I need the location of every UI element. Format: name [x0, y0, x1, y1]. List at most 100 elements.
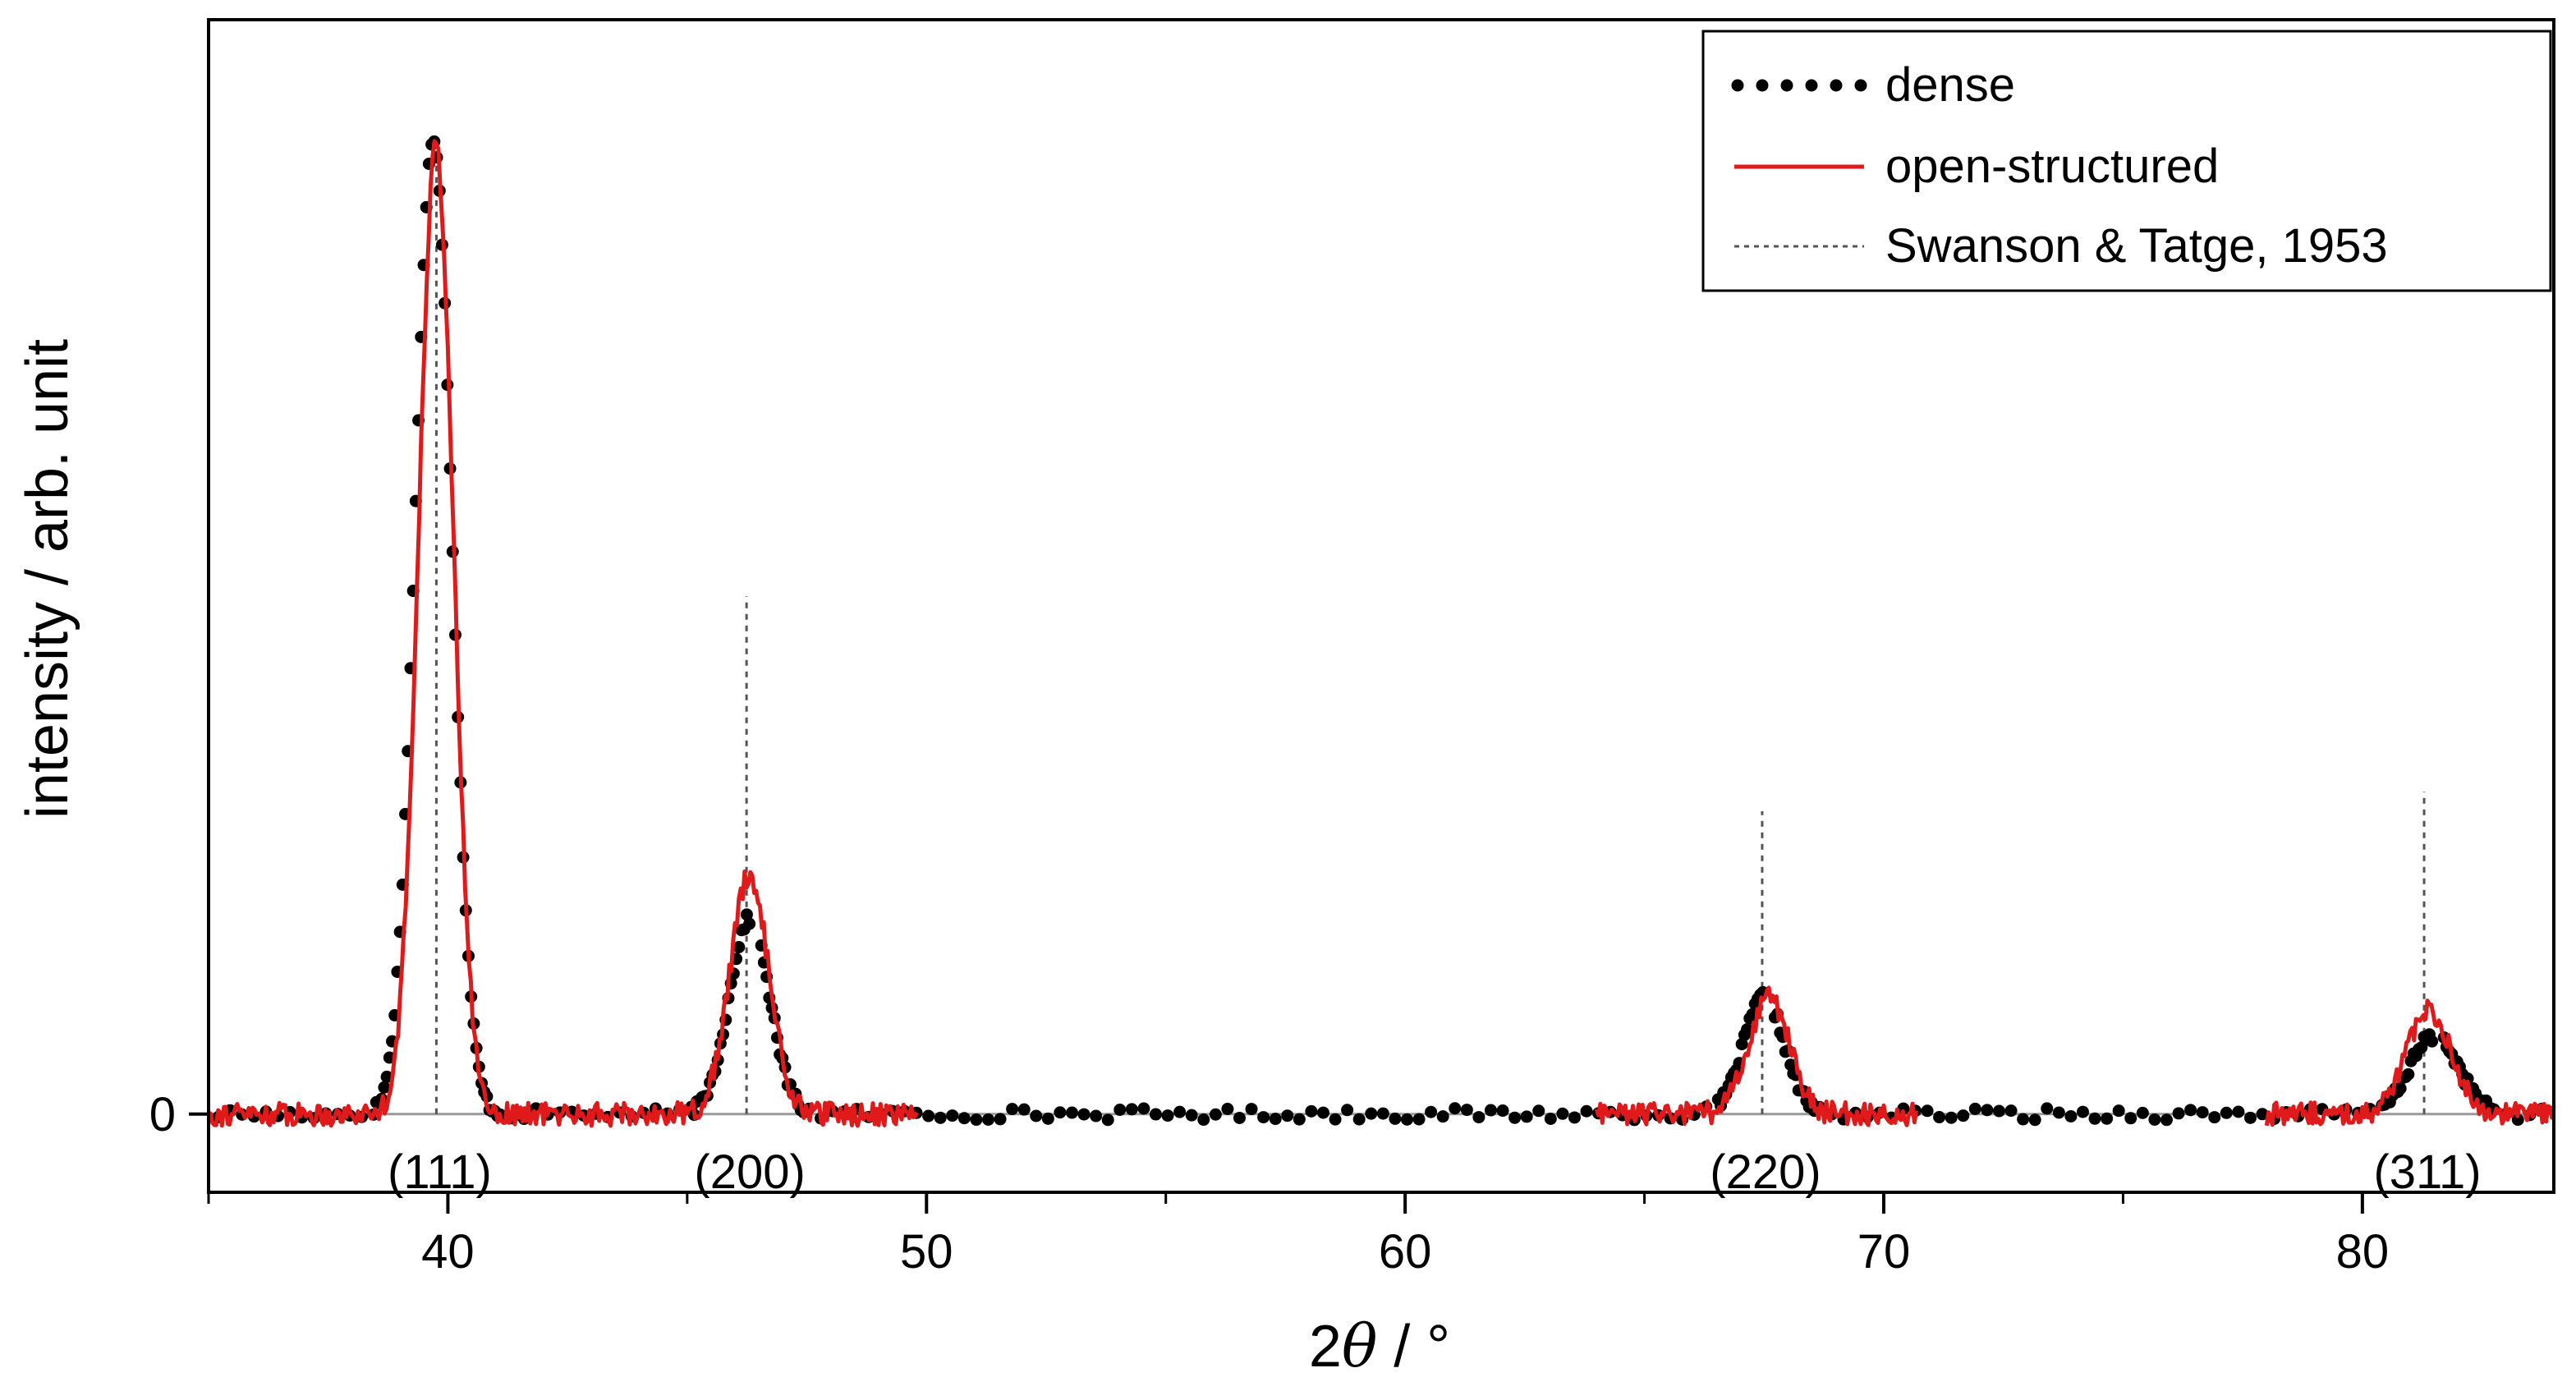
- dense-data-point: [2394, 1082, 2407, 1095]
- dense-data-point: [1376, 1107, 1389, 1120]
- dense-data-point: [2076, 1105, 2089, 1118]
- dense-data-point: [2243, 1111, 2257, 1124]
- dense-data-point: [1568, 1111, 1581, 1124]
- dense-data-point: [1389, 1112, 1402, 1125]
- dense-data-point: [1269, 1113, 1282, 1126]
- legend-item-reference: Swanson & Tatge, 1953: [1734, 219, 2388, 273]
- dense-data-point: [946, 1109, 959, 1122]
- dense-data-point: [1101, 1113, 1114, 1127]
- hkl-label: (111): [388, 1145, 492, 1199]
- dense-data-point: [1981, 1104, 1994, 1117]
- x-axis-title-symbol: θ: [1342, 1311, 1377, 1380]
- legend: dense open-structured Swanson & Tatge, 1…: [1701, 30, 2552, 292]
- dense-data-point: [1006, 1103, 1019, 1116]
- hkl-annotations: (111) (200) (220) (311): [388, 1145, 2482, 1199]
- dense-data-point: [1897, 1102, 1910, 1115]
- dense-data-point: [2196, 1106, 2209, 1119]
- dense-data-point: [1293, 1113, 1306, 1126]
- dense-data-point: [2232, 1105, 2245, 1118]
- dense-data-point: [1221, 1102, 1234, 1115]
- legend-dense-dot: [1805, 79, 1818, 92]
- dense-data-point: [1968, 1102, 1981, 1115]
- dense-data-point: [1341, 1104, 1354, 1117]
- reference-sticks: [434, 136, 2426, 1114]
- dense-data-point: [1436, 1110, 1449, 1123]
- dense-data-point: [1114, 1104, 1127, 1117]
- dense-data-point: [1209, 1108, 1222, 1121]
- dense-data-point: [1957, 1109, 1970, 1122]
- hkl-label: (200): [694, 1145, 805, 1199]
- dense-data-point: [743, 917, 756, 930]
- dense-data-point: [1054, 1106, 1067, 1119]
- dense-data-point: [934, 1111, 947, 1124]
- dense-data-point: [1945, 1111, 1958, 1124]
- legend-dense-dot: [1830, 79, 1843, 92]
- axes: 40 50 60 70 80 0: [149, 18, 2555, 1279]
- legend-item-dense: dense: [1731, 58, 2015, 112]
- x-axis-title: 2θ / °: [1309, 1311, 1450, 1380]
- dense-data-point: [2160, 1113, 2173, 1127]
- dense-data-point: [1933, 1111, 1946, 1124]
- dense-data-point: [1305, 1104, 1318, 1118]
- dense-data-point: [2426, 1035, 2439, 1048]
- dense-data-point: [1921, 1104, 1934, 1118]
- dense-data-point: [1149, 1108, 1162, 1121]
- x-axis-title-suffix: / °: [1377, 1314, 1450, 1380]
- dense-data-point: [2172, 1107, 2185, 1120]
- legend-label-dense: dense: [1885, 58, 2015, 112]
- dense-data-point: [1544, 1113, 1557, 1126]
- legend-dense-dot: [1780, 79, 1793, 92]
- dense-data-point: [994, 1113, 1007, 1126]
- dense-data-point: [1090, 1109, 1103, 1122]
- plot-frame: [207, 18, 2555, 1194]
- dense-data-point: [2112, 1104, 2125, 1118]
- dense-data-point: [1496, 1104, 1509, 1118]
- dense-data-point: [2208, 1111, 2221, 1124]
- dense-data-point: [1137, 1102, 1150, 1115]
- hkl-label: (220): [1710, 1145, 1821, 1199]
- dense-data-point: [981, 1113, 994, 1126]
- dense-data-point: [922, 1109, 935, 1122]
- dense-data-point: [732, 940, 746, 953]
- dense-data-point: [1484, 1104, 1497, 1117]
- dense-data-point: [1449, 1102, 1462, 1115]
- x-axis-title-prefix: 2: [1309, 1314, 1342, 1380]
- dense-data-point: [1245, 1103, 1258, 1116]
- y-axis-title: intensity / arb. unit: [15, 339, 80, 819]
- dense-data-point: [2148, 1113, 2161, 1126]
- dense-data-point: [1352, 1113, 1366, 1126]
- dense-data-point: [1412, 1113, 1426, 1126]
- x-tick-label: 60: [1379, 1225, 1432, 1279]
- x-tick-label: 70: [1857, 1225, 1911, 1279]
- dense-data-point: [2017, 1113, 2030, 1126]
- legend-item-open-structured: open-structured: [1734, 140, 2219, 193]
- dense-data-point: [1329, 1113, 1342, 1126]
- dense-data-point: [2256, 1108, 2269, 1121]
- dense-data-point: [1281, 1109, 1294, 1122]
- dense-data-point: [1173, 1105, 1187, 1118]
- dense-data-point: [1125, 1103, 1138, 1116]
- dense-data-point: [1030, 1109, 1043, 1122]
- dense-data-point: [1257, 1111, 1270, 1124]
- dense-data-point: [2402, 1067, 2415, 1081]
- series-open-structured: [206, 139, 2556, 1128]
- hkl-label: (311): [2373, 1145, 2481, 1199]
- dense-data-point: [1017, 1103, 1031, 1116]
- dense-data-point: [1520, 1110, 1533, 1123]
- dense-data-point: [1741, 1023, 1754, 1036]
- dense-data-point: [2052, 1106, 2065, 1119]
- dense-data-point: [2184, 1104, 2197, 1117]
- dense-data-point: [957, 1112, 971, 1125]
- dense-data-point: [2004, 1104, 2018, 1118]
- dense-data-point: [1580, 1104, 1593, 1118]
- dense-data-point: [1161, 1109, 1174, 1122]
- dense-data-point: [1472, 1111, 1485, 1124]
- dense-data-point: [2028, 1113, 2041, 1127]
- dense-data-point: [1508, 1111, 1522, 1124]
- dense-data-point: [1316, 1106, 1329, 1119]
- x-tick-label: 50: [900, 1225, 953, 1279]
- dense-data-point: [1185, 1109, 1198, 1122]
- dense-data-point: [1065, 1106, 1078, 1119]
- legend-dense-dot: [1731, 79, 1744, 92]
